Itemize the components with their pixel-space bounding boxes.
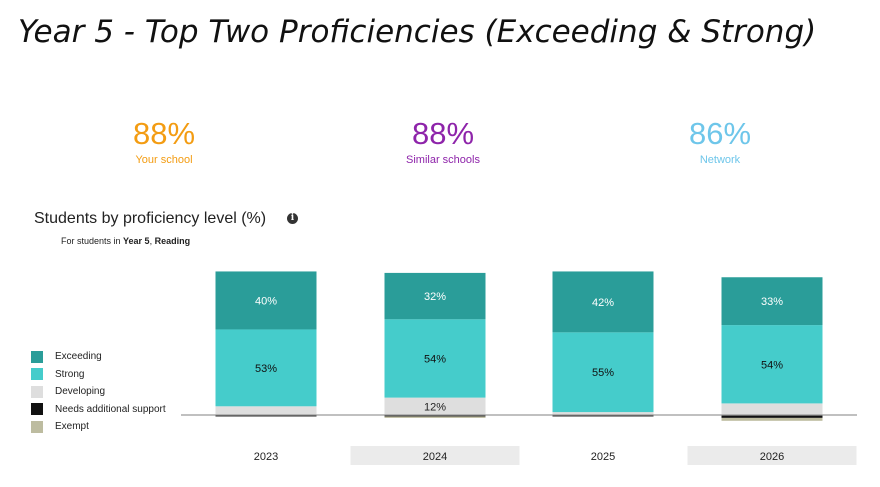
bar-segment-needs-additional-support [215,415,317,417]
legend-swatch [31,350,43,363]
legend-item-needs-support[interactable]: Needs additional support [31,401,166,419]
kpi-your-school: 88% Your school [64,116,264,166]
bar-segment-exceeding [721,277,823,326]
kpi-label: Your school [135,154,193,166]
data-label: 32% [424,291,446,303]
bar-segment-strong [215,329,317,407]
x-label-band [687,446,857,465]
legend-label: Needs additional support [55,403,166,415]
legend-label: Strong [55,368,85,380]
legend-swatch [31,403,43,416]
bar-segment-needs-additional-support [721,415,823,418]
legend-swatch [31,368,43,381]
x-tick-label: 2023 [254,451,278,463]
legend-label: Exceeding [55,351,102,363]
x-tick-label: 2026 [760,451,784,463]
legend-label: Developing [55,386,106,398]
chart-title: Students by proficiency level (%) [34,210,267,227]
subtitle-year: Year 5 [123,236,150,246]
bar-segment-strong [721,325,823,404]
data-label: 42% [592,297,614,309]
slide-title: Year 5 - Top Two Proficiencies (Exceedin… [18,14,817,50]
kpi-value: 86% [688,116,752,151]
data-label: 55% [592,367,614,379]
legend-item-developing[interactable]: Developing [31,383,166,401]
data-label: 54% [424,353,446,365]
data-label: 40% [255,295,277,307]
legend-item-exceeding[interactable]: Exceeding [31,348,166,366]
legend-swatch [31,420,43,433]
kpi-similar-schools: 88% Similar schools [343,116,543,166]
data-label: 33% [761,296,783,308]
bar-segment-needs-additional-support [384,415,486,417]
bar-segment-strong [552,332,654,413]
data-label: 54% [761,359,783,371]
bar-segment-exceeding [552,271,654,333]
kpi-value: 88% [132,116,196,151]
subtitle-prefix: For students in [61,236,124,246]
data-label: 12% [424,401,446,413]
bar-segment-developing [384,397,486,415]
bar-segment-exempt [384,416,486,418]
bar-segment-developing [552,412,654,415]
kpi-value: 88% [411,116,475,151]
bar-segment-exempt [721,417,823,421]
chart-legend: Exceeding Strong Developing Needs additi… [31,348,166,436]
legend-label: Exempt [55,421,89,433]
chart-subtitle: For students in Year 5, Reading [61,236,190,246]
subtitle-subject: Reading [154,236,191,246]
kpi-network: 86% Network [620,116,820,166]
bar-segment-needs-additional-support [552,415,654,417]
data-label: 53% [255,363,277,375]
kpi-label: Network [699,154,741,166]
x-tick-label: 2025 [591,451,615,463]
kpi-label: Similar schools [406,154,480,166]
bar-segment-exceeding [384,272,486,320]
bar-segment-developing [721,403,823,415]
x-tick-label: 2024 [423,451,447,463]
bar-segment-strong [384,319,486,398]
bar-segment-developing [215,406,317,415]
legend-item-strong[interactable]: Strong [31,366,166,384]
x-label-band [350,446,520,465]
legend-item-exempt[interactable]: Exempt [31,418,166,436]
bar-segment-exceeding [215,271,317,330]
legend-swatch [31,385,43,398]
info-icon[interactable]: i [287,213,298,224]
subtitle-separator: , [149,236,155,246]
